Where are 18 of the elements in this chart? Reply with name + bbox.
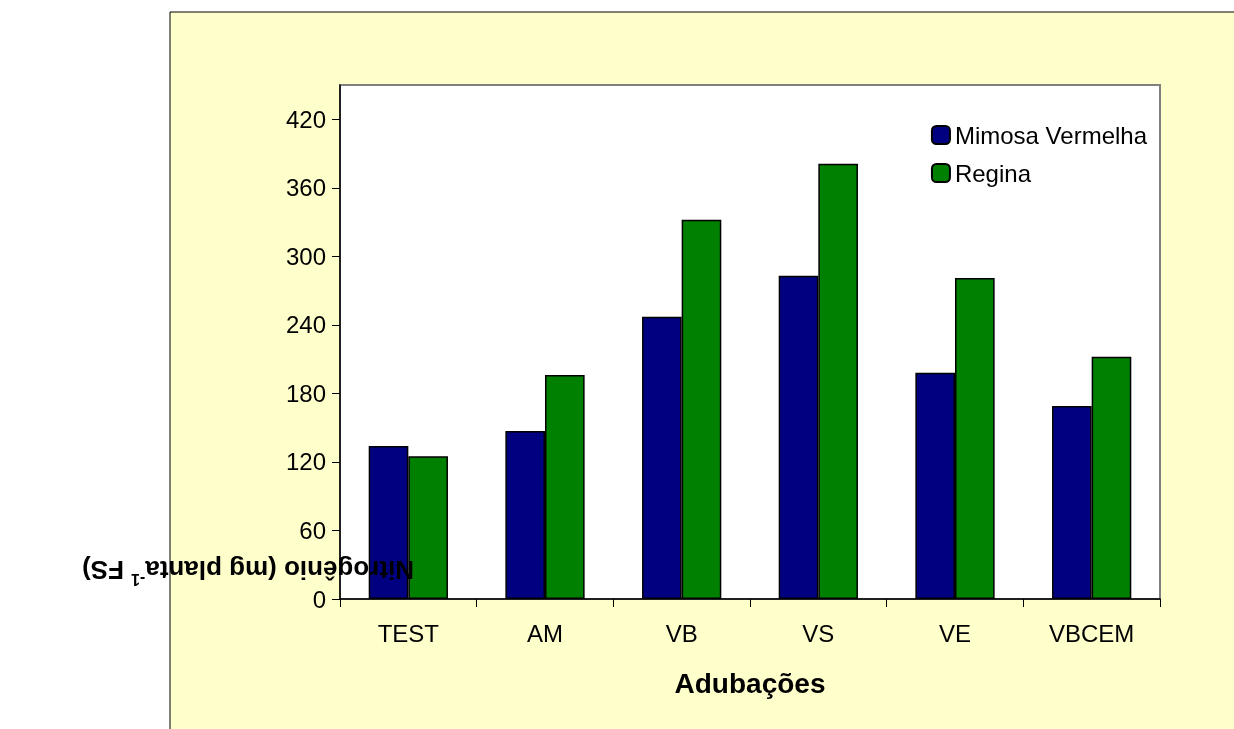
y-axis-title: Nitrogênio (mg planta-1 FS) <box>82 555 414 588</box>
y-tick-label: 420 <box>285 105 326 133</box>
x-tick-label: VB <box>665 619 698 647</box>
x-tick-label: VE <box>938 619 972 647</box>
x-tick-label: VBCEM <box>1048 619 1135 647</box>
x-tick-label: TEST <box>377 619 440 647</box>
y-tick-label: 120 <box>285 448 326 476</box>
y-tick-label: 360 <box>285 174 326 202</box>
legend-label: Mimosa Vermelha <box>954 121 1148 149</box>
y-tick-label: 0 <box>312 585 326 613</box>
y-tick-label: 300 <box>285 242 326 270</box>
legend-label: Regina <box>954 159 1032 187</box>
x-tick-label: AM <box>527 619 563 647</box>
y-tick-label: 180 <box>285 379 326 407</box>
y-tick-label: 240 <box>285 311 326 339</box>
x-tick-label: VS <box>802 619 835 647</box>
x-axis-title: Adubações <box>674 667 826 699</box>
y-tick-label: 60 <box>299 516 326 544</box>
